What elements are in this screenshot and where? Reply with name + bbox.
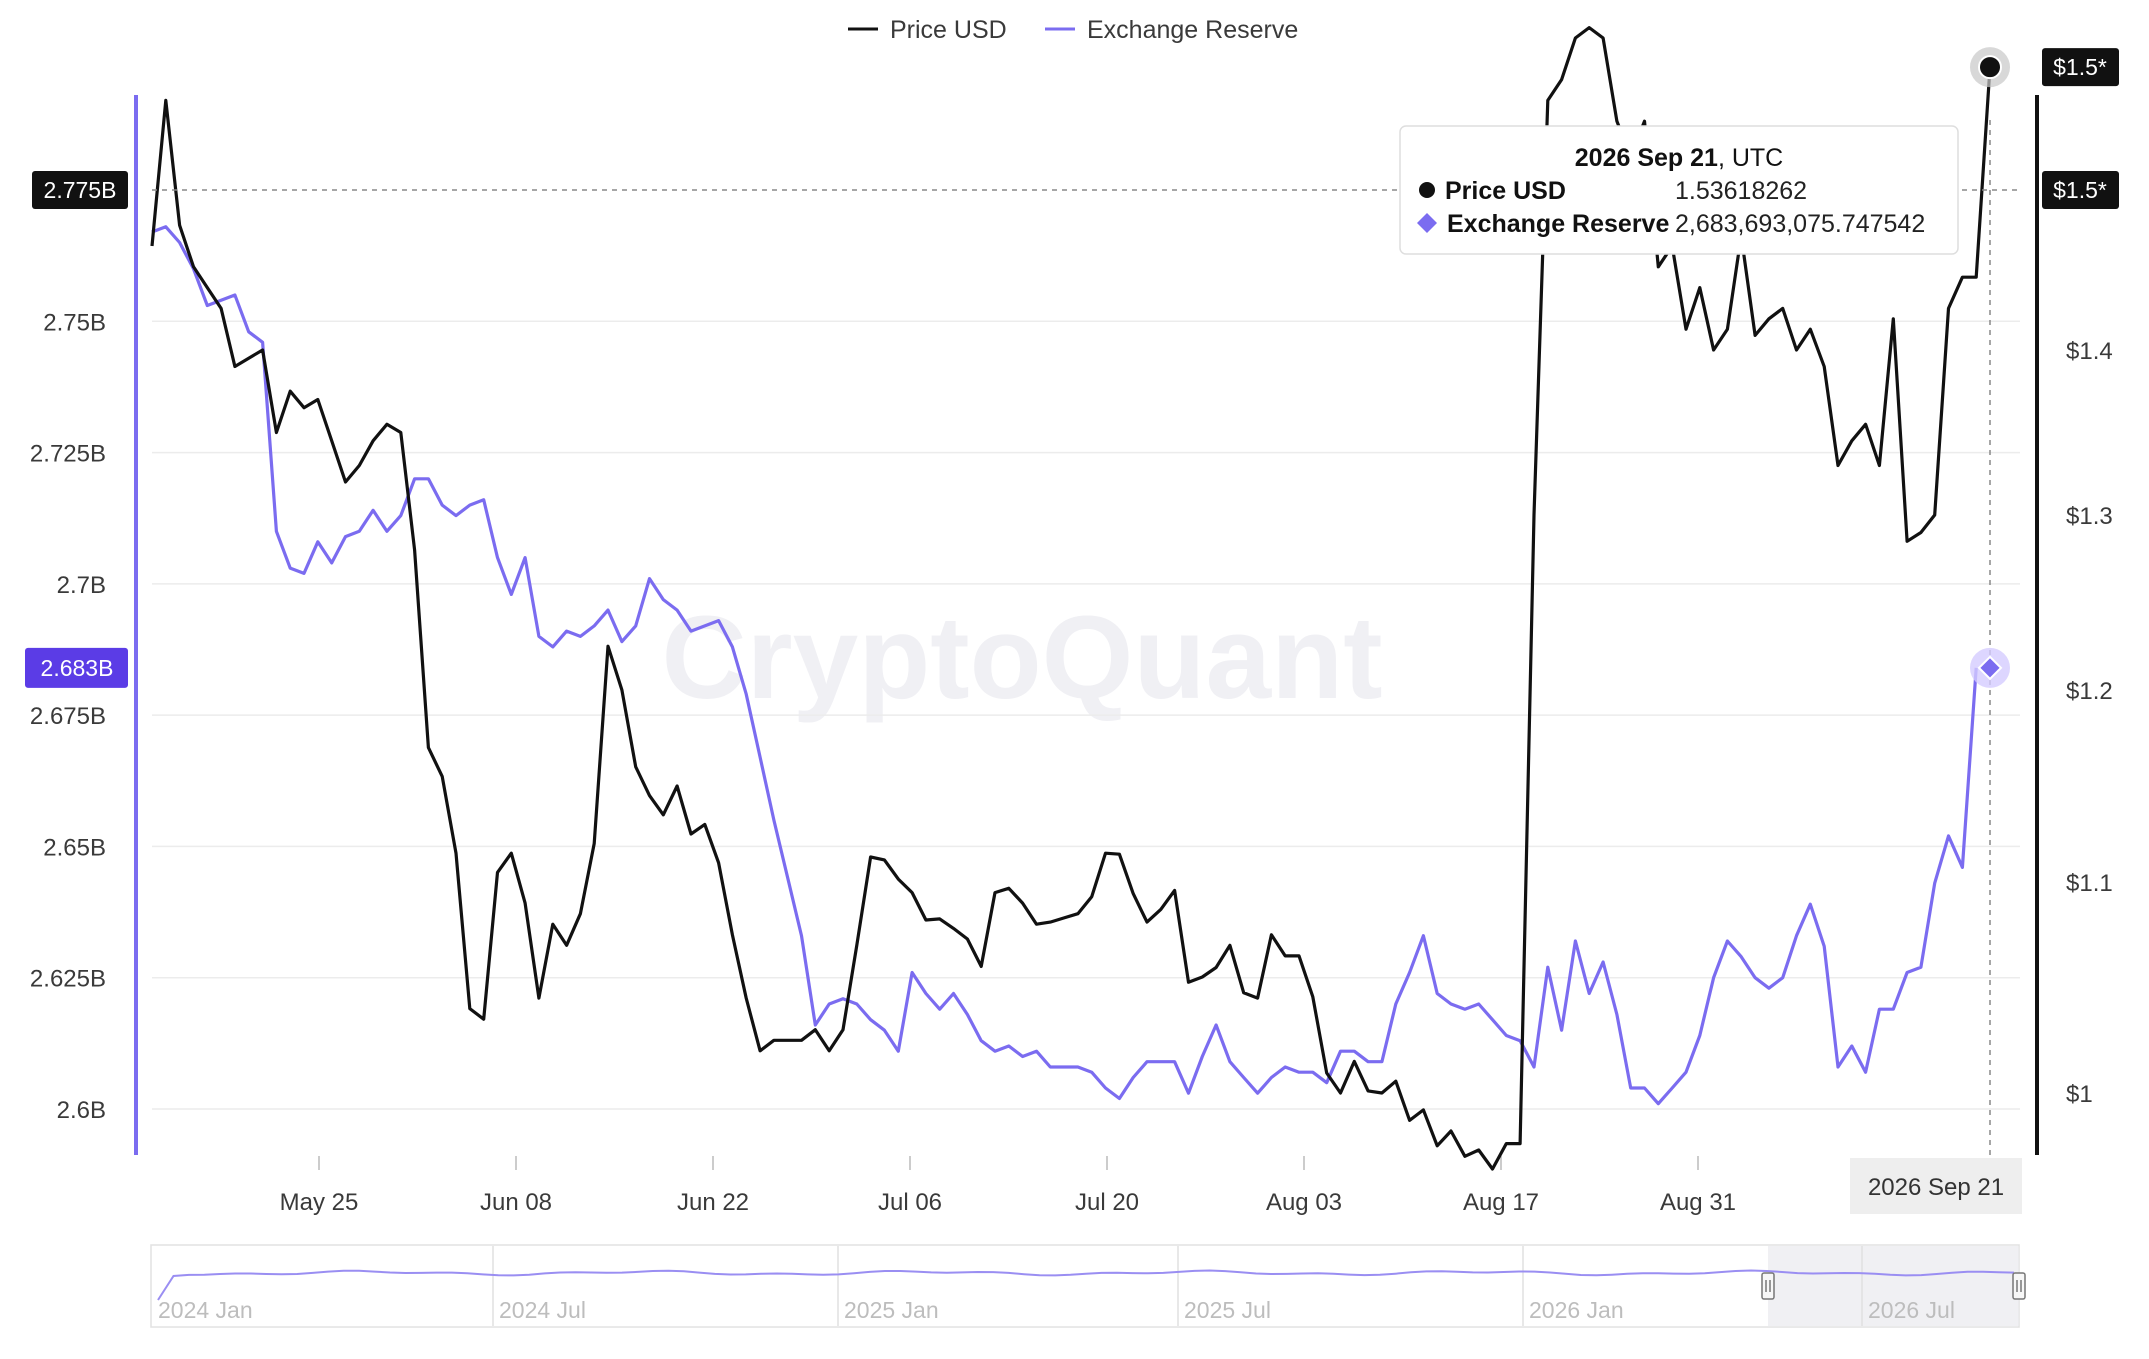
tooltip-price-icon (1419, 182, 1435, 198)
right-tick-label-4: $1.4 (2066, 338, 2113, 365)
left-crosshair-badge-box (32, 171, 128, 209)
watermark: CryptoQuant (661, 592, 1382, 724)
x-tick-label-3: Jul 06 (878, 1189, 942, 1216)
navigator-labels: 2024 Jan 2024 Jul 2025 Jan 2025 Jul 2026 Jan… (158, 1297, 1955, 1323)
x-tick-label-2: Jun 22 (677, 1189, 749, 1216)
hover-marker-reserve (1970, 647, 2010, 688)
left-reserve-badge-text: 2.683B (41, 655, 114, 681)
legend-price-label: Price USD (890, 16, 1007, 44)
right-price-badge-text: $1.5* (2053, 54, 2107, 80)
left-tick-label-3: 2.675B (30, 703, 106, 730)
right-crosshair-badge-box (2042, 171, 2119, 209)
tooltip-reserve-icon (1417, 213, 1437, 233)
navigator-label-0: 2024 Jan (158, 1297, 253, 1323)
x-hover-badge-text: 2026 Sep 21 (1868, 1174, 2004, 1201)
series-line-exchange-reserve (151, 225, 1978, 1106)
grid (152, 320, 2020, 1110)
left-crosshair-badge: 2.775B (32, 171, 128, 209)
navigator-handle-left[interactable] (1761, 1272, 1775, 1300)
left-tick-label-4: 2.7B (57, 572, 106, 599)
x-hover-badge: 2026 Sep 21 (1850, 1158, 2022, 1214)
left-reserve-badge: 2.683B (25, 647, 128, 688)
tooltip-date: 2026 Sep 21, UTC (1575, 144, 1783, 172)
navigator-series-line (157, 1269, 2015, 1301)
left-tick-label-1: 2.625B (30, 966, 106, 993)
navigator-label-5: 2026 Jul (1868, 1297, 1955, 1323)
tooltip: 2026 Sep 21, UTC Price USD 1.53618262 Ex… (1399, 125, 1959, 255)
x-tick-label-7: Aug 31 (1660, 1189, 1736, 1216)
tooltip-box (1399, 125, 1959, 255)
left-crosshair-badge-text: 2.775B (44, 177, 117, 203)
x-tick-label-4: Jul 20 (1075, 1189, 1139, 1216)
tooltip-reserve-label: Exchange Reserve (1447, 210, 1669, 238)
right-price-badge-box (2042, 48, 2119, 87)
left-tick-label-5: 2.725B (30, 441, 106, 468)
navigator-label-1: 2024 Jul (499, 1297, 586, 1323)
left-axis-ticks: 2.6B 2.625B 2.65B 2.675B 2.7B 2.725B 2.75B (30, 309, 106, 1124)
x-axis-ticks: May 25 Jun 08 Jun 22 Jul 06 Jul 20 Aug 03 Aug … (280, 1156, 1736, 1216)
x-tick-label-0: May 25 (280, 1189, 359, 1216)
tooltip-price-label: Price USD (1445, 177, 1566, 205)
right-tick-label-2: $1.2 (2066, 678, 2113, 705)
navigator-label-4: 2026 Jan (1529, 1297, 1624, 1323)
right-crosshair-badge: $1.5* (2042, 171, 2119, 209)
tooltip-reserve-value: 2,683,693,075.747542 (1675, 210, 1925, 238)
legend-item-reserve[interactable]: Exchange Reserve (1045, 16, 1298, 44)
price-marker-dot (1978, 55, 2002, 80)
hover-marker-price (1970, 47, 2010, 88)
right-tick-label-0: $1 (2066, 1081, 2093, 1108)
left-tick-label-2: 2.65B (43, 834, 106, 861)
right-price-badge: $1.5* (2042, 48, 2119, 87)
right-tick-label-1: $1.1 (2066, 870, 2113, 897)
navigator-dividers (492, 1246, 1863, 1326)
navigator[interactable]: 2024 Jan 2024 Jul 2025 Jan 2025 Jul 2026 Jan… (150, 1244, 2026, 1328)
left-reserve-badge-box (25, 647, 128, 688)
tooltip-date-suffix: , UTC (1718, 144, 1783, 172)
legend: Price USD Exchange Reserve (848, 16, 1298, 44)
legend-reserve-label: Exchange Reserve (1087, 16, 1298, 44)
navigator-label-3: 2025 Jul (1184, 1297, 1271, 1323)
x-hover-badge-box (1850, 1158, 2022, 1214)
tooltip-date-bold: 2026 Sep 21 (1575, 144, 1718, 172)
navigator-label-2: 2025 Jan (844, 1297, 939, 1323)
navigator-handle-right[interactable] (2012, 1272, 2026, 1300)
left-tick-label-0: 2.6B (57, 1097, 106, 1124)
legend-item-price[interactable]: Price USD (848, 16, 1007, 44)
right-crosshair-badge-text: $1.5* (2053, 177, 2107, 203)
right-axis-ticks: $1 $1.1 $1.2 $1.3 $1.4 (2066, 338, 2113, 1108)
x-tick-label-1: Jun 08 (480, 1189, 552, 1216)
x-tick-label-5: Aug 03 (1266, 1189, 1342, 1216)
reserve-marker-diamond (1977, 655, 2003, 681)
x-tick-label-6: Aug 17 (1463, 1189, 1539, 1216)
navigator-selection[interactable] (1768, 1246, 2019, 1326)
right-tick-label-3: $1.3 (2066, 503, 2113, 530)
tooltip-price-value: 1.53618262 (1675, 177, 1807, 205)
navigator-frame (150, 1244, 2020, 1328)
series-line-price-usd (150, 26, 1992, 1171)
left-tick-label-6: 2.75B (43, 309, 106, 336)
